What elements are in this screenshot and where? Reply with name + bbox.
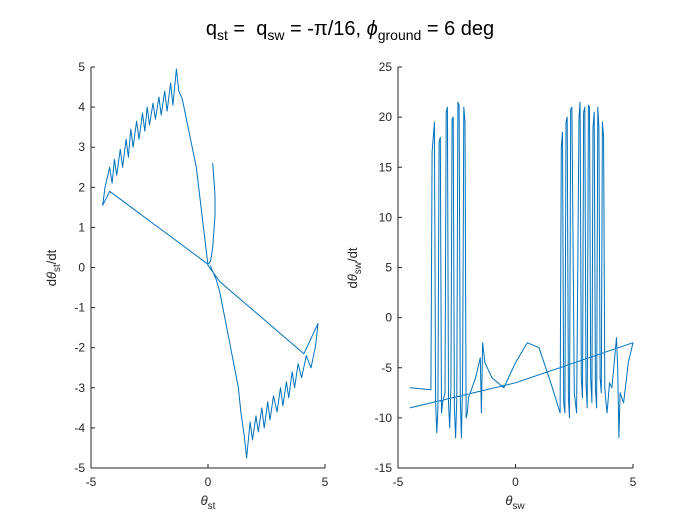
right-series-group [409,101,634,439]
right-y-label-sub: sw [353,261,364,274]
right-y-tick-label: 25 [379,60,393,74]
left-y-label: dθst/dt [44,249,63,286]
title-q1-sub: st [217,27,228,43]
left-y-tick-label: 3 [78,140,85,154]
right-x-tick-label: -5 [393,475,404,489]
right-y-tick-label: -15 [375,461,393,475]
title-mid1: = [228,18,256,40]
left-series-line [102,68,319,459]
right-y-tick-label: 5 [385,261,392,275]
right-y-tick-label: -5 [381,361,392,375]
right-series-line [409,101,634,439]
right-y-label: dθsw/dt [345,247,364,288]
left-x-label: θst [201,493,216,512]
right-y-label-post: /dt [345,247,360,262]
right-y-label-symbol: θ [345,274,360,281]
title-phi-sub: ground [378,27,422,43]
left-y-tick-label: 4 [78,100,85,114]
left-y-label-sub: st [52,264,63,272]
left-y-tick-label: -1 [74,301,85,315]
left-y-label-symbol: θ [44,272,59,279]
left-x-ticks: -5 0 5 [86,464,329,489]
right-x-ticks: -5 0 5 [393,464,637,489]
left-y-label-pre: d [44,279,59,286]
right-y-tick-label: 10 [379,210,393,224]
right-x-label-symbol: θ [505,493,512,508]
right-y-ticks: -15 -10 -5 0 5 10 15 20 25 [375,60,402,475]
left-y-tick-label: 5 [78,60,85,74]
left-x-tick-label: -5 [86,475,97,489]
left-x-tick-label: 5 [322,475,329,489]
right-y-tick-label: 0 [385,311,392,325]
left-axes: -5 0 5 -5 -4 -3 -2 -1 0 1 2 3 4 5 [74,60,328,489]
title-q2: q [256,18,267,40]
left-y-tick-label: -2 [74,341,85,355]
title-mid2: = -π/16, [284,18,366,40]
title-phi: ϕ [367,18,378,40]
left-y-label-post: /dt [44,249,59,264]
title-q1: q [206,18,217,40]
left-y-tick-label: -5 [74,461,85,475]
right-x-tick-label: 0 [512,475,519,489]
left-y-tick-label: 1 [78,220,85,234]
right-x-label-sub: sw [512,501,525,512]
left-y-ticks: -5 -4 -3 -2 -1 0 1 2 3 4 5 [74,60,95,475]
left-x-label-symbol: θ [201,493,208,508]
left-y-tick-label: 0 [78,261,85,275]
left-y-tick-label: -3 [74,381,85,395]
right-y-tick-label: 15 [379,160,393,174]
right-x-label: θsw [505,493,525,512]
right-y-tick-label: 20 [379,110,393,124]
left-y-tick-label: 2 [78,180,85,194]
left-y-tick-label: -4 [74,421,85,435]
left-x-tick-label: 0 [205,475,212,489]
title-q2-sub: sw [267,27,285,43]
right-x-tick-label: 5 [630,475,637,489]
right-y-label-pre: d [345,281,360,288]
right-axes: -5 0 5 -15 -10 -5 0 5 10 15 20 25 [375,60,637,489]
figure-title: qst = qsw = -π/16, ϕground = 6 deg [206,18,494,43]
left-series-group [102,68,319,459]
title-end: = 6 deg [421,18,494,40]
left-x-label-sub: st [208,501,216,512]
right-y-tick-label: -10 [375,411,393,425]
